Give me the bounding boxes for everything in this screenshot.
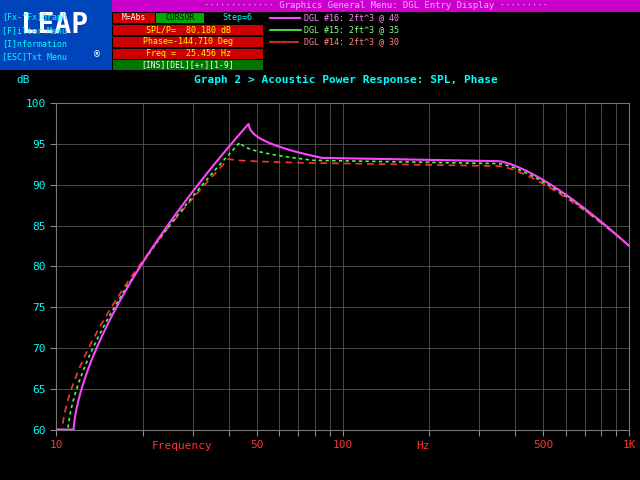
Bar — [113, 49, 263, 59]
Text: [I]nformation: [I]nformation — [2, 39, 67, 48]
Bar — [112, 36, 640, 48]
Text: Graph 2 > Acoustic Power Response: SPL, Phase: Graph 2 > Acoustic Power Response: SPL, … — [194, 75, 497, 84]
Text: Phase=-144.710 Deg: Phase=-144.710 Deg — [143, 37, 233, 46]
Text: [INS][DEL][+↑][1-9]: [INS][DEL][+↑][1-9] — [141, 60, 234, 69]
Text: Freq =  25.456 Hz: Freq = 25.456 Hz — [145, 49, 230, 58]
Text: DGL #16: 2ft^3 @ 40: DGL #16: 2ft^3 @ 40 — [304, 13, 399, 23]
Bar — [113, 37, 263, 47]
Bar — [112, 12, 640, 24]
Text: Hz: Hz — [416, 441, 429, 451]
Text: LEAP: LEAP — [20, 11, 88, 39]
Bar — [112, 60, 640, 70]
Text: ············· Graphics General Menu: DGL Entry Display ·········: ············· Graphics General Menu: DGL… — [204, 1, 548, 11]
Bar — [113, 60, 263, 70]
Bar — [0, 0, 112, 70]
Text: CURSOR: CURSOR — [165, 13, 195, 23]
Bar — [112, 48, 640, 60]
Text: SPL/P=  80.180 dB: SPL/P= 80.180 dB — [145, 25, 230, 35]
Bar — [156, 13, 204, 23]
Text: DGL #14: 2ft^3 @ 30: DGL #14: 2ft^3 @ 30 — [304, 37, 399, 46]
Text: dB: dB — [16, 75, 29, 84]
Text: [F]ilter Menu: [F]ilter Menu — [2, 26, 67, 36]
Text: [ESC]Txt Menu: [ESC]Txt Menu — [2, 52, 67, 61]
Text: Step=6: Step=6 — [222, 13, 252, 23]
Bar — [113, 25, 263, 35]
Text: [Fx-^Fx]Graph: [Fx-^Fx]Graph — [2, 13, 67, 23]
Text: Frequency: Frequency — [152, 441, 212, 451]
Bar — [112, 24, 640, 36]
Text: ®: ® — [94, 48, 100, 59]
Text: DGL #15: 2ft^3 @ 35: DGL #15: 2ft^3 @ 35 — [304, 25, 399, 35]
Bar — [113, 13, 155, 23]
Bar — [112, 0, 640, 12]
Text: M=Abs: M=Abs — [122, 13, 146, 23]
